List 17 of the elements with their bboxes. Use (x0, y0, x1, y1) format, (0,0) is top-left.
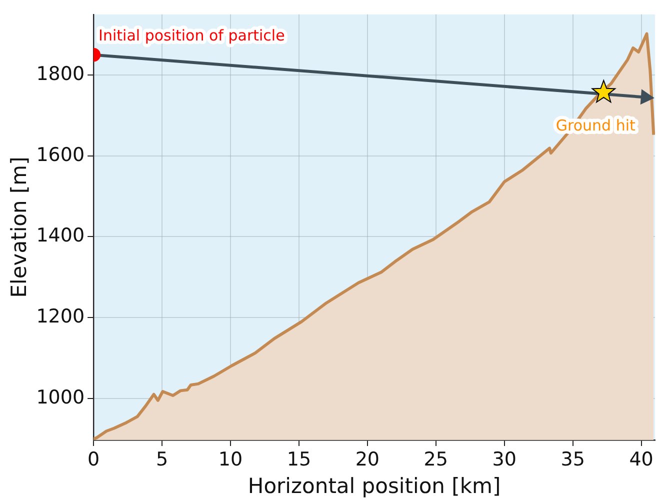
y-tick-label: 1200 (36, 305, 85, 328)
x-tick-label: 5 (156, 448, 168, 470)
x-tick-label: 35 (560, 448, 585, 470)
y-tick-label: 1600 (36, 144, 85, 166)
y-tick-label: 1000 (36, 386, 85, 408)
x-tick-label: 20 (355, 448, 380, 470)
annotation: Initial position of particle (98, 26, 285, 45)
x-axis-title: Horizontal position [km] (248, 474, 501, 498)
x-tick-label: 30 (492, 448, 516, 470)
x-tick-label: 40 (629, 448, 654, 470)
y-axis-title: Elevation [m] (7, 156, 32, 298)
x-tick-label: 0 (88, 448, 100, 470)
y-tick-label: 1400 (36, 224, 85, 247)
x-tick-label: 15 (286, 448, 312, 470)
x-tick-label: 10 (218, 448, 243, 470)
x-tick-label: 25 (424, 448, 448, 470)
y-tick-label: 1800 (36, 62, 85, 85)
